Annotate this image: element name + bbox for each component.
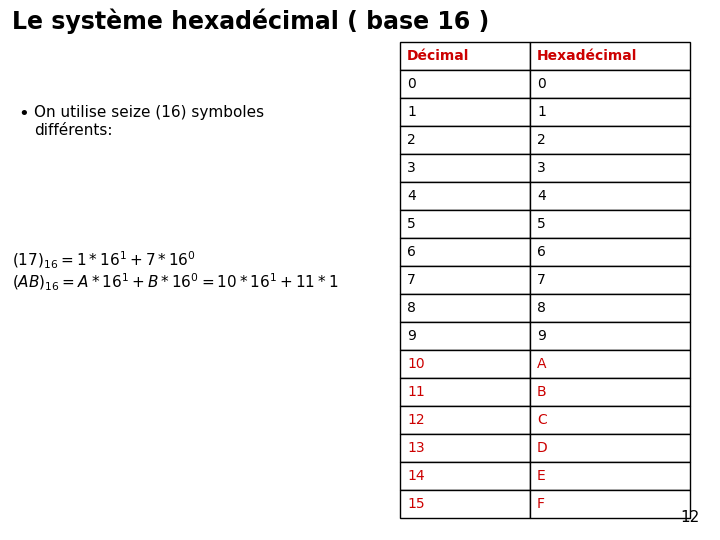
Bar [400,434,530,462]
Bar [400,210,530,238]
Bar [530,294,690,322]
Bar [400,126,530,154]
Text: Le système hexadécimal ( base 16 ): Le système hexadécimal ( base 16 ) [12,8,490,33]
Text: Décimal: Décimal [407,49,469,63]
Text: $(17)_{16} = 1*16^1+7*16^0$: $(17)_{16} = 1*16^1+7*16^0$ [12,250,196,271]
Text: 3: 3 [537,161,546,175]
Bar [530,490,690,518]
Text: 2: 2 [407,133,415,147]
Bar [530,182,690,210]
Bar [400,350,530,378]
Text: 12: 12 [680,510,700,525]
Text: 14: 14 [407,469,425,483]
Bar [400,266,530,294]
Bar [530,434,690,462]
Bar [400,70,530,98]
Text: 6: 6 [537,245,546,259]
Bar [530,378,690,406]
Bar [400,490,530,518]
Bar [400,294,530,322]
Text: 0: 0 [537,77,546,91]
Bar [530,238,690,266]
Text: On utilise seize (16) symboles: On utilise seize (16) symboles [34,105,264,120]
Bar [530,210,690,238]
Text: 12: 12 [407,413,425,427]
Text: A: A [537,357,546,371]
Bar [400,378,530,406]
Bar [530,126,690,154]
Text: 13: 13 [407,441,425,455]
Text: 15: 15 [407,497,425,511]
Bar [400,238,530,266]
Text: $(AB)_{16} = A*16^1+B*16^0=10*16^1+11*1$: $(AB)_{16} = A*16^1+B*16^0=10*16^1+11*1$ [12,272,338,293]
Bar [400,462,530,490]
Text: 11: 11 [407,385,425,399]
Text: D: D [537,441,548,455]
Text: 8: 8 [537,301,546,315]
Text: B: B [537,385,546,399]
Bar [400,98,530,126]
Bar [530,154,690,182]
Bar [530,322,690,350]
Bar [400,154,530,182]
Bar [400,322,530,350]
Bar [400,406,530,434]
Text: 8: 8 [407,301,416,315]
Text: 1: 1 [537,105,546,119]
Bar [530,266,690,294]
Bar [400,42,530,70]
Text: F: F [537,497,545,511]
Text: différents:: différents: [34,123,112,138]
Bar [530,462,690,490]
Text: 6: 6 [407,245,416,259]
Text: 9: 9 [407,329,416,343]
Text: 4: 4 [407,189,415,203]
Text: 7: 7 [537,273,546,287]
Bar [400,182,530,210]
Text: 3: 3 [407,161,415,175]
Text: •: • [18,105,29,123]
Text: 10: 10 [407,357,425,371]
Bar [530,42,690,70]
Text: E: E [537,469,546,483]
Text: 9: 9 [537,329,546,343]
Text: Hexadécimal: Hexadécimal [537,49,637,63]
Text: C: C [537,413,546,427]
Text: 1: 1 [407,105,416,119]
Text: 7: 7 [407,273,415,287]
Bar [530,70,690,98]
Bar [530,350,690,378]
Text: 5: 5 [407,217,415,231]
Text: 2: 2 [537,133,546,147]
Text: 5: 5 [537,217,546,231]
Bar [530,406,690,434]
Text: 0: 0 [407,77,415,91]
Bar [530,98,690,126]
Text: 4: 4 [537,189,546,203]
